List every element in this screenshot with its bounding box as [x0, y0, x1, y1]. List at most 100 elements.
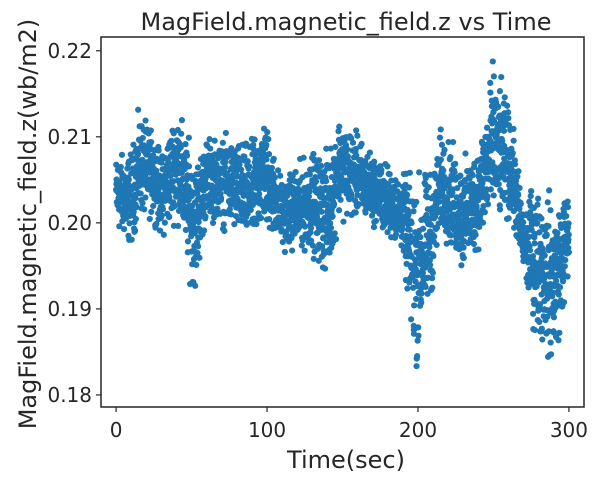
- data-point: [452, 160, 459, 167]
- data-point: [139, 134, 146, 142]
- data-point: [315, 157, 323, 164]
- data-point: [555, 291, 562, 298]
- data-point: [116, 223, 123, 230]
- data-point: [353, 127, 360, 134]
- data-point: [418, 290, 425, 297]
- data-point: [534, 201, 541, 208]
- data-point: [231, 221, 238, 228]
- data-point: [251, 136, 258, 143]
- data-point: [489, 58, 496, 65]
- data-point: [268, 164, 276, 172]
- data-point: [447, 154, 454, 161]
- data-point: [289, 247, 296, 254]
- data-point: [435, 220, 442, 227]
- data-point: [327, 220, 334, 227]
- data-point: [555, 337, 562, 344]
- data-point: [265, 151, 273, 158]
- data-point: [220, 221, 227, 228]
- data-point: [448, 232, 455, 239]
- data-point: [553, 277, 560, 284]
- data-point: [528, 226, 535, 234]
- scatter-points: [112, 58, 573, 370]
- data-point: [336, 123, 343, 130]
- data-point: [487, 89, 494, 96]
- data-point: [427, 261, 434, 268]
- data-point: [222, 129, 229, 137]
- data-point: [178, 130, 185, 137]
- data-point: [372, 217, 380, 225]
- data-point: [306, 188, 313, 195]
- data-point: [354, 192, 361, 199]
- data-point: [541, 275, 548, 282]
- data-point: [292, 168, 299, 176]
- data-point: [408, 219, 415, 227]
- data-point: [504, 102, 511, 109]
- data-point: [504, 109, 512, 116]
- data-point: [362, 209, 369, 216]
- data-point: [406, 169, 414, 176]
- x-tick-label: 300: [550, 418, 588, 442]
- data-point: [437, 126, 444, 133]
- data-point: [469, 172, 476, 179]
- data-point: [476, 223, 483, 231]
- data-point: [490, 192, 497, 199]
- data-point: [148, 208, 155, 215]
- data-point: [209, 219, 217, 226]
- data-point: [196, 254, 203, 261]
- data-point: [401, 198, 408, 206]
- data-point: [301, 247, 308, 254]
- data-point: [277, 172, 284, 179]
- data-point: [371, 158, 378, 165]
- data-point: [531, 326, 539, 334]
- data-point: [238, 166, 245, 173]
- data-point: [515, 192, 522, 199]
- data-point: [167, 172, 174, 180]
- data-point: [412, 260, 419, 267]
- data-point: [384, 229, 391, 236]
- x-tick-label: 0: [110, 418, 123, 442]
- data-point: [457, 172, 464, 179]
- data-point: [264, 129, 271, 136]
- data-point: [538, 215, 545, 222]
- data-point: [511, 161, 519, 168]
- data-point: [335, 128, 342, 135]
- data-point: [301, 223, 309, 230]
- data-point: [460, 244, 467, 251]
- data-point: [182, 141, 189, 148]
- data-point: [539, 336, 546, 343]
- data-point: [484, 193, 491, 200]
- data-point: [284, 192, 291, 199]
- data-point: [384, 163, 391, 170]
- data-point: [117, 163, 124, 171]
- data-point: [536, 301, 544, 308]
- data-point: [453, 194, 460, 201]
- data-point: [298, 242, 305, 249]
- data-point: [536, 229, 543, 236]
- data-point: [125, 176, 132, 184]
- data-point: [128, 236, 135, 243]
- data-point: [137, 190, 144, 197]
- data-point: [257, 214, 265, 222]
- data-point: [370, 224, 378, 231]
- data-point: [561, 263, 568, 270]
- data-point: [501, 94, 508, 101]
- data-point: [206, 136, 213, 143]
- data-point: [201, 227, 208, 234]
- data-point: [413, 198, 420, 205]
- x-axis-ticks: 0 100 200 300: [110, 407, 588, 442]
- data-point: [263, 141, 270, 148]
- data-point: [496, 206, 504, 213]
- data-point: [422, 283, 429, 291]
- data-point: [165, 214, 173, 221]
- data-point: [441, 146, 448, 154]
- data-point: [487, 79, 494, 86]
- data-point: [547, 339, 554, 346]
- data-point: [358, 140, 365, 147]
- data-point: [408, 316, 415, 323]
- data-point: [221, 163, 229, 171]
- data-point: [222, 158, 229, 166]
- data-point: [193, 261, 200, 269]
- data-point: [253, 221, 260, 228]
- data-point: [275, 167, 282, 174]
- data-point: [322, 184, 329, 191]
